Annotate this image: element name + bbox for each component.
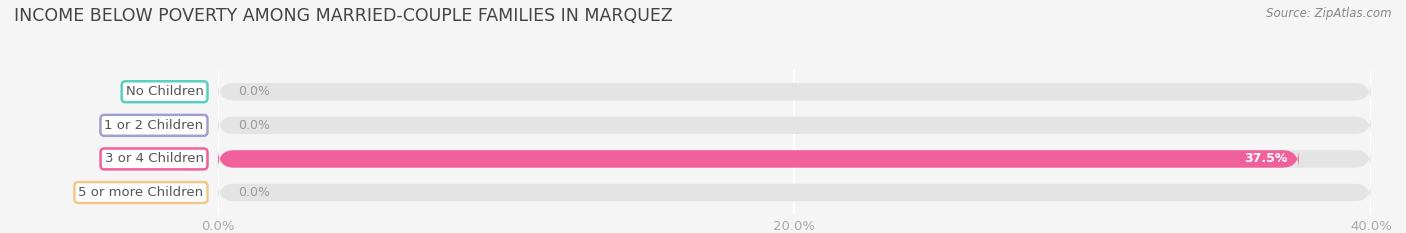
Text: 0.0%: 0.0% bbox=[238, 119, 270, 132]
Text: 5 or more Children: 5 or more Children bbox=[79, 186, 204, 199]
Text: 37.5%: 37.5% bbox=[1244, 152, 1288, 165]
Text: 1 or 2 Children: 1 or 2 Children bbox=[104, 119, 204, 132]
FancyBboxPatch shape bbox=[218, 183, 1371, 202]
FancyBboxPatch shape bbox=[218, 116, 1371, 135]
FancyBboxPatch shape bbox=[218, 149, 1371, 169]
Text: 3 or 4 Children: 3 or 4 Children bbox=[104, 152, 204, 165]
FancyBboxPatch shape bbox=[218, 149, 1299, 169]
FancyBboxPatch shape bbox=[218, 82, 1371, 102]
Text: No Children: No Children bbox=[125, 85, 204, 98]
Text: Source: ZipAtlas.com: Source: ZipAtlas.com bbox=[1267, 7, 1392, 20]
Text: INCOME BELOW POVERTY AMONG MARRIED-COUPLE FAMILIES IN MARQUEZ: INCOME BELOW POVERTY AMONG MARRIED-COUPL… bbox=[14, 7, 673, 25]
Text: 0.0%: 0.0% bbox=[238, 186, 270, 199]
Text: 0.0%: 0.0% bbox=[238, 85, 270, 98]
